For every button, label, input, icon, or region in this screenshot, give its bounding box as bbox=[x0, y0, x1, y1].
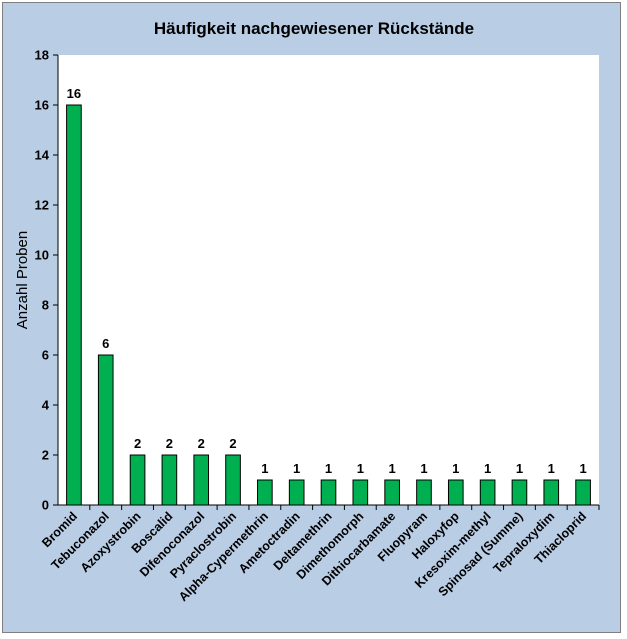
y-tick-label: 6 bbox=[42, 348, 49, 363]
y-tick-label: 16 bbox=[35, 98, 49, 113]
data-label: 1 bbox=[484, 461, 491, 476]
data-label: 1 bbox=[325, 461, 332, 476]
bar bbox=[129, 454, 146, 506]
bar bbox=[575, 479, 591, 506]
chart-title: Häufigkeit nachgewiesener Rückstände bbox=[154, 19, 474, 38]
data-label: 1 bbox=[516, 461, 523, 476]
data-labels: 16 6 2 2 2 2 1 1 1 1 1 1 1 1 1 1 1 bbox=[67, 86, 587, 476]
data-label: 1 bbox=[420, 461, 427, 476]
bar bbox=[97, 354, 114, 506]
bar bbox=[416, 479, 432, 506]
data-label: 1 bbox=[389, 461, 396, 476]
bar bbox=[320, 479, 337, 506]
data-label: 2 bbox=[134, 436, 141, 451]
data-label: 16 bbox=[67, 86, 81, 101]
bars bbox=[66, 104, 591, 506]
bar bbox=[352, 479, 369, 506]
bar bbox=[479, 479, 496, 506]
bar bbox=[384, 479, 400, 506]
bar-chart: Häufigkeit nachgewiesener Rückstände 0 2 4… bbox=[14, 19, 600, 604]
data-label: 2 bbox=[229, 436, 236, 451]
bar bbox=[66, 104, 82, 506]
chart-frame: Häufigkeit nachgewiesener Rückstände 0 2 4… bbox=[2, 2, 621, 633]
data-label: 1 bbox=[548, 461, 555, 476]
data-label: 2 bbox=[198, 436, 205, 451]
bar bbox=[288, 479, 305, 506]
y-tick-label: 4 bbox=[42, 398, 50, 413]
y-axis-label: Anzahl Proben bbox=[14, 231, 31, 329]
data-label: 1 bbox=[293, 461, 300, 476]
data-label: 2 bbox=[166, 436, 173, 451]
y-tick-label: 2 bbox=[42, 448, 49, 463]
category-labels: BromidTebuconazolAzoxystrobinBoscalidDif… bbox=[39, 509, 589, 604]
data-label: 6 bbox=[102, 336, 109, 351]
bar bbox=[543, 479, 560, 506]
y-tick-label: 18 bbox=[35, 48, 49, 63]
bar bbox=[447, 479, 464, 506]
y-tick-label: 14 bbox=[35, 148, 50, 163]
y-tick-label: 0 bbox=[42, 498, 49, 513]
data-label: 1 bbox=[357, 461, 364, 476]
data-label: 1 bbox=[261, 461, 268, 476]
bar bbox=[257, 479, 273, 506]
plot-area bbox=[58, 55, 599, 505]
bar bbox=[511, 479, 528, 506]
y-tick-label: 10 bbox=[35, 248, 49, 263]
bar bbox=[193, 454, 210, 506]
data-label: 1 bbox=[579, 461, 586, 476]
data-label: 1 bbox=[452, 461, 459, 476]
y-tick-label: 8 bbox=[42, 298, 49, 313]
y-tick-label: 12 bbox=[35, 198, 49, 213]
bar bbox=[225, 454, 241, 506]
bar bbox=[161, 454, 178, 506]
